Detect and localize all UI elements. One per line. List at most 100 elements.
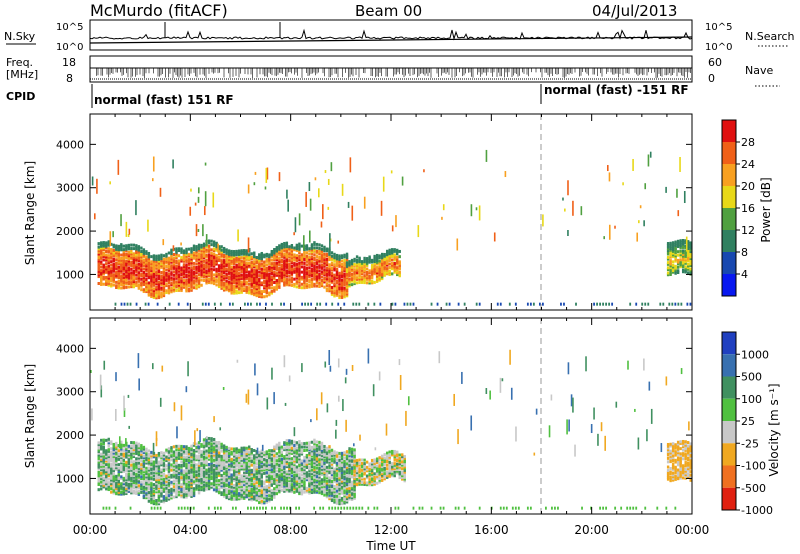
power-cell — [245, 257, 248, 261]
velocity-cell — [210, 444, 213, 448]
power-cell — [632, 158, 634, 171]
velocity-cell — [293, 487, 296, 491]
power-cell — [190, 248, 193, 252]
power-cell — [375, 269, 379, 273]
velocity-cell — [147, 468, 151, 472]
velocity-cell — [120, 485, 123, 489]
power-cell — [315, 242, 319, 246]
power-cell — [125, 277, 128, 281]
velocity-cell — [112, 470, 115, 474]
power-cell — [222, 283, 226, 287]
power-cell — [310, 283, 314, 287]
velocity-cell — [283, 482, 286, 486]
velocity-cell — [175, 448, 178, 452]
velocity-cell — [248, 483, 251, 487]
power-cell — [666, 247, 670, 251]
velocity-cell — [165, 490, 168, 494]
power-cell — [280, 251, 284, 255]
power-cell — [157, 289, 161, 293]
power-cell — [375, 271, 379, 275]
velocity-cell — [237, 481, 241, 485]
power-cell — [676, 262, 680, 266]
power-cell — [320, 263, 324, 267]
power-cell — [135, 244, 138, 248]
power-cell — [345, 278, 349, 282]
power-cell — [333, 259, 336, 263]
power-cell — [235, 289, 238, 293]
velocity-cell — [170, 446, 173, 450]
power-cell — [263, 290, 266, 294]
power-cell — [237, 252, 241, 256]
velocity-cell — [140, 447, 143, 451]
velocity-cell — [227, 483, 231, 487]
power-cell — [383, 266, 386, 270]
power-cell — [391, 255, 394, 259]
power-cell — [152, 292, 156, 296]
power-cell — [380, 275, 384, 279]
velocity-cell — [258, 495, 261, 499]
power-cell — [212, 282, 216, 286]
power-cell — [170, 252, 173, 256]
velocity-cell — [165, 478, 168, 482]
velocity-cell — [240, 481, 243, 485]
power-cell — [142, 272, 146, 276]
velocity-cell — [135, 443, 138, 447]
power-cell — [295, 245, 299, 249]
velocity-cell — [127, 489, 131, 493]
power-cell — [689, 260, 692, 264]
power-cell — [182, 263, 186, 267]
velocity-cell — [207, 473, 211, 477]
power-cell — [280, 302, 282, 306]
power-cell — [137, 248, 141, 252]
power-cell — [107, 261, 110, 265]
velocity-cell — [230, 464, 233, 468]
power-cell — [107, 255, 110, 259]
velocity-cell — [253, 464, 256, 468]
power-cell — [195, 246, 198, 250]
velocity-cell — [220, 463, 223, 467]
power-cell — [230, 255, 233, 259]
power-cell — [328, 268, 331, 272]
power-cell — [378, 264, 381, 268]
power-cell — [328, 249, 331, 253]
power-cell — [180, 287, 183, 291]
velocity-cell — [175, 479, 178, 483]
velocity-cell — [200, 484, 203, 488]
velocity-cell — [125, 472, 128, 476]
velocity-cell — [117, 476, 120, 480]
power-cell — [172, 285, 176, 289]
power-cell — [288, 278, 291, 282]
power-cell — [315, 255, 319, 259]
power-cell — [635, 302, 638, 306]
velocity-cell — [248, 497, 251, 501]
power-cell — [100, 255, 103, 259]
power-cell — [200, 252, 203, 256]
power-cell — [120, 214, 122, 227]
power-cell — [230, 274, 233, 278]
power-cell — [157, 275, 161, 279]
velocity-cell — [273, 450, 276, 454]
velocity-cell — [250, 496, 253, 500]
power-cell — [641, 302, 644, 306]
velocity-cell — [293, 485, 296, 489]
velocity-cell — [107, 468, 110, 472]
power-cell — [303, 265, 306, 269]
power-cell — [280, 275, 284, 279]
velocity-cell — [268, 475, 271, 479]
velocity-cell — [102, 445, 105, 449]
velocity-cell — [278, 481, 281, 485]
velocity-cell — [145, 470, 148, 474]
velocity-cell — [100, 482, 103, 486]
velocity-cell — [195, 463, 198, 467]
velocity-cell — [227, 462, 231, 466]
power-cell — [303, 279, 306, 283]
velocity-cell — [205, 480, 208, 484]
velocity-cell — [288, 453, 291, 457]
velocity-cell — [283, 456, 286, 460]
power-cell — [157, 285, 161, 289]
power-cell — [373, 302, 376, 306]
power-cell — [353, 280, 356, 284]
power-cell — [378, 271, 381, 275]
power-cell — [180, 247, 183, 251]
power-cell — [167, 279, 171, 283]
